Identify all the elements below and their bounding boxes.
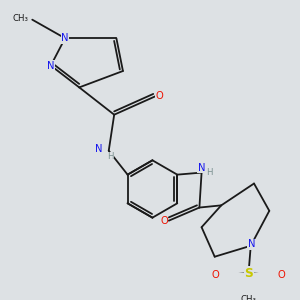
Text: S: S [244,267,253,280]
Text: CH₃: CH₃ [241,295,256,300]
Text: N: N [248,239,255,249]
Text: N: N [95,144,103,154]
Text: N: N [198,163,205,173]
Text: O: O [212,270,220,280]
Text: O: O [156,91,164,101]
Text: O: O [160,216,168,226]
Text: H: H [206,167,212,176]
Text: CH₃: CH₃ [12,14,28,23]
Text: N: N [47,61,55,70]
Text: N: N [61,33,69,43]
Text: H: H [107,152,113,161]
Text: O: O [278,270,285,280]
